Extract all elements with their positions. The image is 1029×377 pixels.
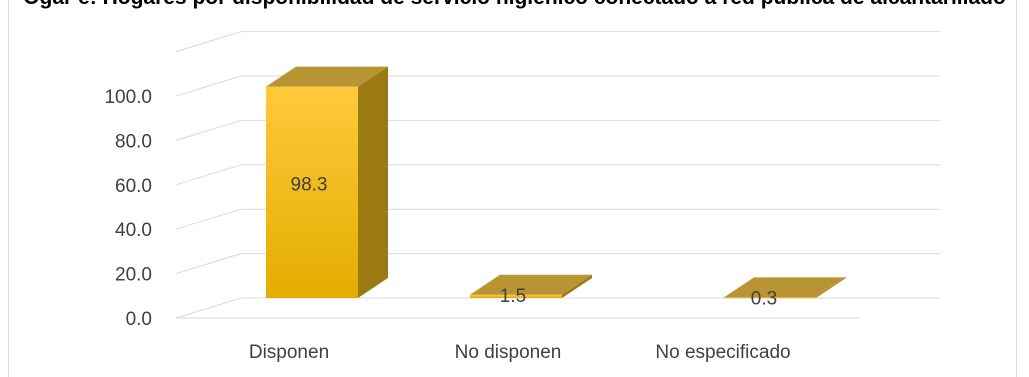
gridline-side-0 <box>175 297 242 319</box>
bar-front-1 <box>470 294 562 298</box>
y-tick-label-1: 20.0 <box>115 265 152 286</box>
data-label-2: 0.3 <box>751 288 777 309</box>
bar-2 <box>724 277 846 299</box>
gridline-side-6 <box>175 31 242 53</box>
data-label-1: 1.5 <box>500 286 526 307</box>
y-tick-label-0: 0.0 <box>126 309 152 330</box>
gridline-side-1 <box>175 253 242 275</box>
y-tick-label-5: 100.0 <box>104 87 152 108</box>
bar-0 <box>266 66 388 298</box>
category-labels: Disponen No disponen No especificado <box>249 342 791 363</box>
bar-front-0 <box>266 86 358 298</box>
y-tick-label-3: 60.0 <box>115 176 152 197</box>
gridline-side-5 <box>175 75 242 97</box>
y-tick-label-4: 80.0 <box>115 131 152 152</box>
bar-top-1 <box>470 274 592 295</box>
bar-top-2 <box>724 277 846 298</box>
data-labels: 98.3 1.5 0.3 <box>291 174 778 309</box>
category-label-1: No disponen <box>455 342 562 363</box>
gridline-side-2 <box>175 208 242 230</box>
bar-1 <box>470 274 592 298</box>
bar-side-0 <box>358 66 388 298</box>
gridline-side-3 <box>175 164 242 186</box>
y-tick-label-2: 40.0 <box>115 220 152 241</box>
category-label-2: No especificado <box>655 342 790 363</box>
bar-top-0 <box>266 66 388 87</box>
chart-title: Ogar e: Hogares por disponibilidad de se… <box>0 0 1029 10</box>
bars <box>266 66 846 299</box>
bar-front-2 <box>724 297 816 299</box>
y-axis-tick-labels: 0.0 20.0 40.0 60.0 80.0 100.0 <box>104 87 152 330</box>
gridline-side-4 <box>175 119 242 141</box>
bar-side-1 <box>562 274 592 298</box>
category-label-0: Disponen <box>249 342 329 363</box>
data-label-0: 98.3 <box>291 174 328 195</box>
bar-side-2 <box>816 277 846 298</box>
